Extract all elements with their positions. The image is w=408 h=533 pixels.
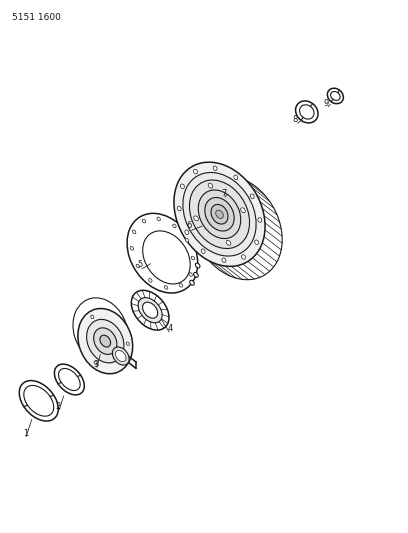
- Ellipse shape: [208, 183, 213, 188]
- Ellipse shape: [138, 297, 162, 323]
- Ellipse shape: [193, 169, 197, 174]
- Text: 1: 1: [23, 429, 28, 438]
- Text: 8: 8: [293, 115, 298, 124]
- Text: 6: 6: [186, 221, 192, 230]
- Text: 9: 9: [324, 99, 329, 108]
- Ellipse shape: [185, 230, 189, 235]
- Ellipse shape: [198, 190, 241, 239]
- Ellipse shape: [299, 105, 314, 119]
- Text: 4: 4: [168, 324, 173, 333]
- Ellipse shape: [19, 381, 58, 421]
- Ellipse shape: [213, 166, 217, 171]
- Ellipse shape: [179, 284, 182, 287]
- Ellipse shape: [327, 88, 344, 103]
- Ellipse shape: [94, 328, 117, 354]
- Ellipse shape: [143, 231, 190, 284]
- Text: 7: 7: [221, 189, 226, 198]
- Ellipse shape: [173, 224, 176, 228]
- Ellipse shape: [127, 213, 198, 293]
- Ellipse shape: [216, 210, 223, 219]
- Ellipse shape: [177, 206, 181, 211]
- Ellipse shape: [91, 315, 94, 319]
- Ellipse shape: [205, 198, 234, 231]
- Text: 3: 3: [93, 360, 99, 369]
- Ellipse shape: [194, 216, 198, 221]
- Ellipse shape: [131, 290, 169, 330]
- Ellipse shape: [133, 230, 136, 233]
- Text: 5: 5: [137, 260, 142, 269]
- Ellipse shape: [115, 351, 126, 361]
- Ellipse shape: [201, 249, 205, 254]
- Ellipse shape: [191, 256, 195, 260]
- Ellipse shape: [143, 302, 157, 318]
- Ellipse shape: [174, 162, 265, 266]
- Ellipse shape: [164, 286, 168, 289]
- Ellipse shape: [250, 194, 254, 199]
- Ellipse shape: [58, 368, 80, 391]
- Ellipse shape: [222, 258, 226, 263]
- Ellipse shape: [100, 335, 111, 347]
- Ellipse shape: [189, 273, 192, 276]
- Ellipse shape: [94, 361, 97, 365]
- Ellipse shape: [191, 175, 282, 280]
- Ellipse shape: [86, 319, 124, 363]
- Ellipse shape: [295, 101, 318, 123]
- Ellipse shape: [136, 264, 140, 268]
- Ellipse shape: [330, 92, 340, 100]
- Ellipse shape: [142, 219, 146, 223]
- Ellipse shape: [189, 180, 250, 248]
- Ellipse shape: [258, 218, 262, 222]
- Ellipse shape: [195, 263, 200, 268]
- Ellipse shape: [54, 364, 84, 395]
- Ellipse shape: [234, 175, 238, 180]
- Text: 2: 2: [56, 402, 61, 411]
- Ellipse shape: [157, 217, 160, 221]
- Ellipse shape: [211, 205, 228, 224]
- Ellipse shape: [126, 342, 129, 345]
- Ellipse shape: [149, 279, 152, 282]
- Ellipse shape: [194, 272, 198, 277]
- Ellipse shape: [242, 255, 246, 259]
- Ellipse shape: [24, 385, 54, 416]
- Ellipse shape: [130, 246, 133, 250]
- Ellipse shape: [78, 309, 133, 374]
- Ellipse shape: [255, 240, 259, 245]
- Text: 5151 1600: 5151 1600: [12, 13, 61, 22]
- Ellipse shape: [113, 347, 129, 365]
- Ellipse shape: [226, 240, 231, 245]
- Ellipse shape: [241, 208, 245, 213]
- Ellipse shape: [185, 238, 188, 242]
- Ellipse shape: [190, 280, 194, 285]
- Ellipse shape: [180, 184, 184, 189]
- Ellipse shape: [183, 173, 256, 256]
